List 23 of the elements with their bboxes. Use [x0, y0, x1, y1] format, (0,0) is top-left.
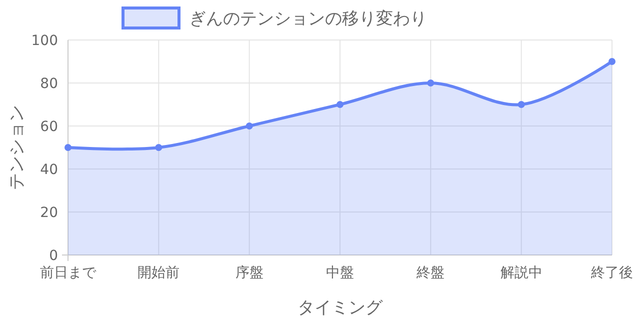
- y-tick-label: 20: [40, 204, 58, 221]
- x-axis-title: タイミング: [298, 298, 384, 318]
- legend-label: ぎんのテンションの移り変わり: [189, 8, 427, 29]
- x-tick-label: 終了後: [590, 265, 633, 281]
- point: [246, 122, 253, 130]
- y-tick-label: 100: [31, 32, 58, 49]
- y-tick-label: 40: [40, 162, 58, 178]
- y-tick-label: 60: [40, 118, 58, 135]
- x-tick-label: 開始前: [138, 265, 180, 281]
- y-tick-label: 0: [49, 248, 58, 264]
- point: [608, 58, 616, 65]
- x-tick-label: 終盤: [416, 265, 445, 281]
- point: [518, 101, 525, 108]
- x-tick-label: 解説中: [500, 265, 542, 281]
- x-tick-label: 中盤: [326, 265, 354, 281]
- point: [155, 144, 162, 151]
- y-axis-title: テンション: [6, 105, 27, 190]
- point: [336, 101, 344, 108]
- point: [64, 144, 72, 151]
- y-tick-label: 80: [40, 76, 58, 92]
- point: [427, 80, 434, 86]
- x-tick-label: 前日まで: [40, 265, 97, 281]
- x-tick-label: 序盤: [235, 265, 264, 281]
